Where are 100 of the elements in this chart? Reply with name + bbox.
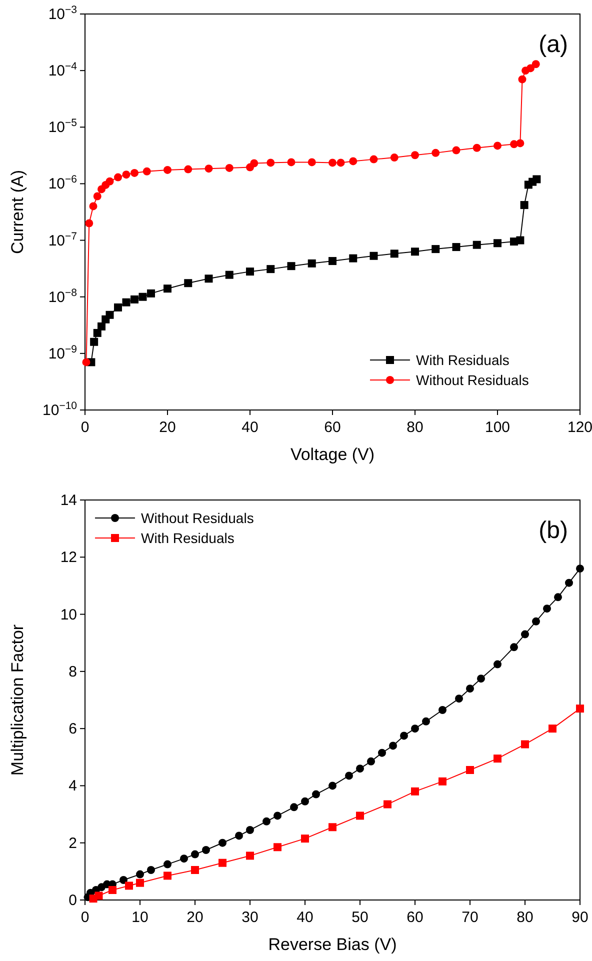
point: [191, 866, 199, 874]
point: [510, 643, 518, 652]
point: [94, 892, 103, 900]
point: [142, 167, 151, 176]
point: [472, 240, 481, 249]
y-tick-label: 4: [68, 778, 77, 795]
point: [494, 239, 502, 248]
point: [246, 852, 254, 860]
x-tick-label: 60: [324, 419, 341, 436]
point: [225, 270, 234, 279]
point: [516, 236, 524, 244]
point: [301, 834, 309, 843]
point: [301, 797, 309, 806]
x-axis-title: Voltage (V): [290, 445, 375, 464]
x-tick-label: 90: [572, 909, 588, 926]
x-tick-label: 30: [242, 909, 258, 926]
point: [390, 250, 398, 258]
x-tick-label: 80: [516, 909, 534, 926]
point: [411, 151, 419, 160]
x-tick-label: 80: [406, 419, 424, 436]
point: [122, 298, 130, 306]
point: [290, 803, 298, 812]
x-tick-label: 20: [159, 419, 176, 436]
y-tick-label: 2: [68, 834, 77, 852]
point: [370, 155, 378, 164]
point: [250, 159, 258, 168]
legend-label: Without Residuals: [141, 510, 254, 526]
x-tick-label: 0: [80, 909, 90, 926]
point: [106, 310, 114, 319]
point: [204, 164, 213, 173]
y-tick-label: 10$^{−10}$: [42, 400, 78, 419]
y-tick-label: 10$^{−4}$: [48, 60, 78, 80]
point: [120, 876, 128, 884]
x-axis-title: Reverse Bias (V): [268, 935, 397, 954]
point: [336, 158, 345, 167]
point: [370, 252, 378, 260]
x-tick-label: 20: [186, 909, 204, 926]
point: [202, 846, 210, 854]
point: [130, 168, 138, 177]
point: [328, 257, 336, 266]
point: [164, 166, 172, 174]
point: [432, 148, 440, 157]
point: [164, 860, 172, 868]
y-tick-label: 10: [60, 606, 77, 624]
point: [438, 706, 446, 714]
y-tick-label: 12: [60, 549, 77, 566]
y-axis-title: Current (A): [8, 170, 27, 254]
point: [204, 274, 213, 283]
point: [122, 170, 130, 179]
point: [422, 717, 430, 726]
point: [520, 201, 528, 210]
y-tick-label: 10$^{−8}$: [48, 286, 78, 306]
point: [356, 764, 364, 773]
point: [438, 777, 446, 786]
point: [452, 243, 460, 252]
x-tick-label: 60: [406, 909, 424, 926]
point: [518, 75, 526, 84]
point: [328, 823, 336, 832]
point: [308, 259, 316, 268]
point: [576, 704, 584, 713]
point: [521, 630, 529, 638]
point: [93, 192, 102, 200]
point: [98, 322, 106, 330]
x-tick-label: 100: [484, 419, 510, 436]
point: [532, 617, 540, 626]
point: [548, 724, 556, 733]
point: [218, 838, 226, 847]
point: [455, 694, 463, 703]
point: [526, 64, 534, 72]
point: [312, 790, 320, 798]
point: [494, 754, 502, 763]
legend-label: With Residuals: [416, 352, 510, 368]
point: [390, 154, 398, 162]
point: [411, 248, 419, 256]
point: [138, 292, 147, 301]
point: [389, 742, 397, 750]
point: [308, 158, 316, 166]
point: [367, 757, 375, 766]
x-tick-label: 0: [80, 419, 90, 436]
point: [287, 158, 296, 166]
point: [384, 800, 392, 808]
point: [225, 164, 234, 172]
point: [287, 262, 296, 270]
point: [274, 812, 282, 820]
y-tick-label: 14: [60, 492, 77, 509]
point: [356, 812, 364, 820]
x-tick-label: 120: [567, 419, 592, 436]
x-tick-label: 40: [242, 419, 258, 436]
point: [543, 604, 551, 613]
point: [349, 157, 358, 166]
y-tick-label: 10$^{−9}$: [48, 343, 78, 362]
y-axis-title: Multiplication Factor: [8, 624, 27, 776]
point: [93, 328, 102, 337]
point: [432, 245, 440, 254]
point: [82, 358, 90, 366]
point: [114, 303, 122, 312]
x-tick-label: 40: [296, 909, 314, 926]
point: [565, 578, 573, 587]
point: [516, 139, 524, 148]
annotation: (b): [538, 517, 568, 544]
